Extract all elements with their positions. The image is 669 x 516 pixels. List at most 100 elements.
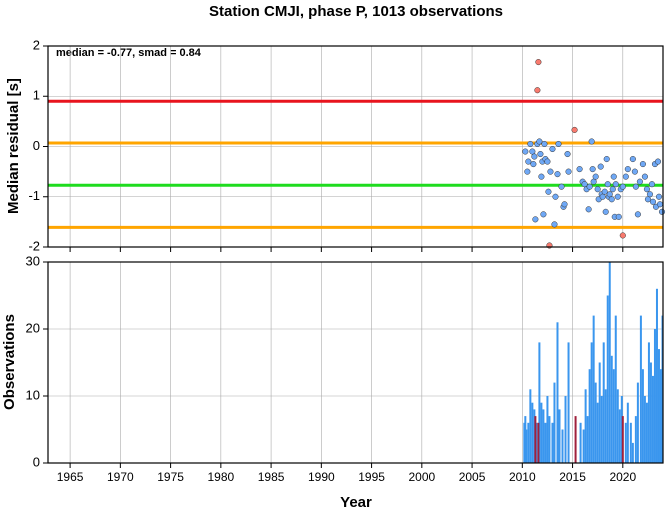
- x-tick-label: 1995: [358, 470, 385, 484]
- point: [538, 173, 545, 180]
- point: [654, 158, 662, 165]
- y-tick-label: 0: [33, 454, 40, 469]
- bar: [655, 288, 658, 463]
- point: [541, 140, 548, 148]
- point: [536, 138, 543, 145]
- point: [561, 201, 568, 208]
- x-tick-label: 1965: [57, 470, 84, 484]
- point: [636, 178, 643, 185]
- bar: [612, 369, 615, 463]
- bar: [561, 429, 564, 463]
- bar: [629, 422, 632, 463]
- point: [619, 183, 626, 190]
- point: [571, 126, 578, 133]
- y-axis-label: Median residual [s]: [5, 78, 22, 214]
- point: [646, 191, 653, 198]
- point: [531, 153, 538, 160]
- x-tick-label: 1980: [207, 470, 234, 484]
- point: [585, 206, 592, 213]
- point: [634, 211, 641, 218]
- point: [610, 173, 617, 180]
- point: [624, 166, 631, 173]
- point: [615, 213, 622, 220]
- y-axis-label: Observations: [1, 314, 18, 410]
- point: [525, 158, 532, 165]
- point: [522, 148, 529, 155]
- point: [540, 211, 547, 218]
- point: [534, 87, 541, 94]
- bar: [590, 342, 593, 463]
- bar: [579, 422, 582, 463]
- y-tick-label: 1: [33, 88, 40, 103]
- point: [622, 173, 629, 180]
- point: [656, 201, 664, 208]
- point: [644, 196, 651, 203]
- bar: [558, 409, 561, 463]
- point: [532, 216, 539, 223]
- point: [535, 59, 542, 66]
- bar: [614, 315, 617, 463]
- x-tick-label: 1985: [258, 470, 285, 484]
- point: [551, 221, 558, 228]
- x-tick-label: 1990: [308, 470, 335, 484]
- x-tick-label: 2010: [509, 470, 536, 484]
- point: [601, 188, 608, 195]
- bar: [525, 429, 528, 463]
- x-tick-label: 1975: [157, 470, 184, 484]
- point: [608, 196, 615, 203]
- y-tick-label: -2: [28, 238, 40, 253]
- point: [576, 166, 583, 173]
- bar: [604, 389, 607, 463]
- point: [537, 150, 544, 158]
- point: [603, 156, 610, 163]
- point: [641, 173, 648, 180]
- bar: [624, 422, 627, 463]
- point: [597, 163, 604, 170]
- bar: [537, 422, 540, 463]
- bar: [616, 389, 619, 463]
- bar: [645, 402, 648, 463]
- point: [612, 181, 619, 188]
- point: [632, 183, 639, 190]
- point: [639, 161, 646, 168]
- bar: [621, 416, 624, 463]
- point: [549, 145, 556, 153]
- bar: [649, 362, 652, 463]
- bar: [556, 322, 559, 463]
- bar: [602, 342, 605, 463]
- point: [581, 181, 588, 188]
- point: [586, 183, 593, 190]
- bar: [527, 422, 530, 463]
- bar: [567, 342, 570, 463]
- bar: [641, 369, 644, 463]
- x-axis-label: Year: [340, 494, 372, 511]
- bar: [535, 422, 538, 463]
- point: [614, 193, 621, 200]
- bar: [608, 262, 611, 463]
- point: [555, 140, 562, 148]
- bar: [564, 396, 567, 463]
- y-tick-label: 30: [26, 253, 40, 268]
- y-tick-label: 20: [26, 320, 40, 335]
- bar: [639, 315, 642, 463]
- point: [655, 193, 663, 200]
- chart-title: Station CMJI, phase P, 1013 observations: [209, 3, 503, 20]
- point: [592, 173, 599, 180]
- point: [552, 193, 559, 200]
- x-tick-label: 2015: [559, 470, 586, 484]
- point: [619, 232, 626, 239]
- point: [602, 208, 609, 215]
- annotation: median = -0.77, smad = 0.84: [56, 47, 202, 59]
- y-tick-label: 2: [33, 37, 40, 52]
- bar: [631, 442, 634, 463]
- point: [564, 150, 571, 158]
- bar: [610, 355, 613, 463]
- point: [524, 168, 531, 175]
- point: [527, 140, 534, 148]
- bar: [584, 389, 587, 463]
- point: [529, 148, 536, 155]
- x-tick-label: 2000: [408, 470, 435, 484]
- bar: [538, 342, 541, 463]
